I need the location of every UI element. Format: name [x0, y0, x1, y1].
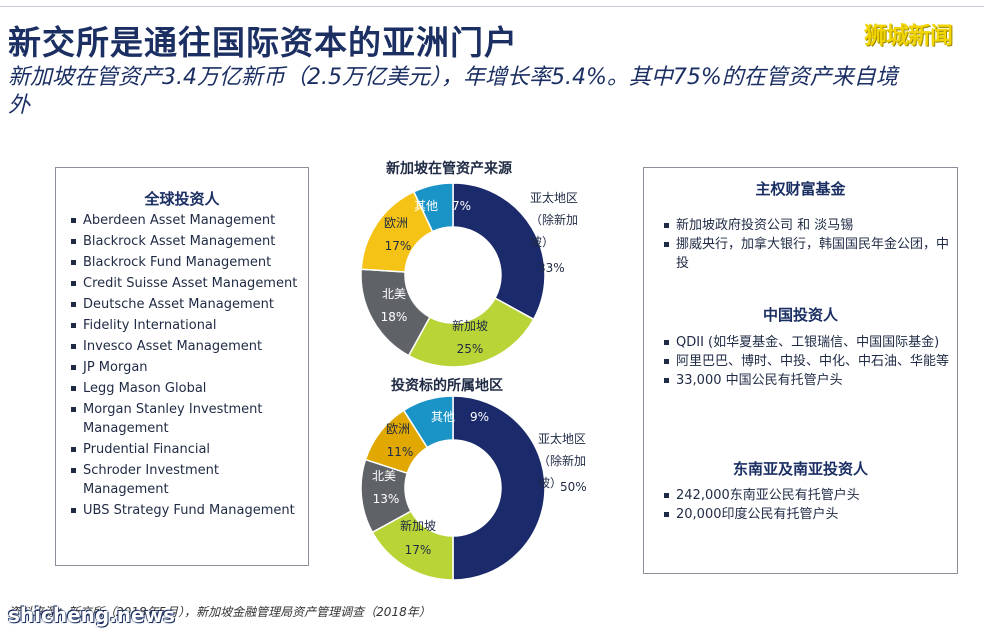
slice-label: 欧洲 [386, 422, 410, 436]
slice-value-label: 17% [385, 239, 412, 253]
slice-label: 新加坡 [452, 318, 488, 333]
southeast-asia-investors-heading: 东南亚及南亚投资人 [732, 460, 868, 478]
slice-label: 欧洲 [384, 216, 408, 230]
list-item: QDII (如华夏基金、工银瑞信、中国国际基金) [662, 333, 952, 352]
list-item: Deutsche Asset Management [69, 295, 301, 314]
list-item: 20,000印度公民有托管户头 [662, 505, 952, 524]
aum-source-donut-chart: 亚太地区（除新加坡） 33% 新加坡 25% 北美 18% 欧洲 17% 其他 7% [360, 182, 578, 368]
list-item: Fidelity International [69, 316, 301, 335]
slice-label: 新加坡 [400, 518, 436, 533]
slice-value-label: 25% [457, 342, 484, 356]
list-item: Invesco Asset Management [69, 337, 301, 356]
slice-value-label: 17% [405, 543, 432, 557]
list-item: 挪威央行，加拿大银行，韩国国民年金公团，中投 [662, 235, 952, 273]
slice-label: 亚太地区（除新加坡） [530, 190, 578, 249]
slice-value-label: 33% [538, 261, 565, 275]
southeast-asia-investors-list: 242,000东南亚公民有托管户头 20,000印度公民有托管户头 [662, 486, 952, 524]
donut-slice [452, 182, 546, 321]
donut-slice [452, 395, 546, 581]
donut-slice [402, 395, 454, 449]
slice-label: 北美 [382, 287, 406, 301]
list-item: Blackrock Fund Management [69, 253, 301, 272]
slice-label: 其他 [414, 199, 438, 213]
source-note: 资料来源：新交所（2018年5月），新加坡金融管理局资产管理调查（2018年） [8, 605, 431, 619]
china-investors-heading: 中国投资人 [762, 306, 838, 324]
slice-label: 其他 [431, 410, 455, 424]
global-investors-list: Aberdeen Asset Management Blackrock Asset… [69, 211, 301, 522]
list-item: Blackrock Asset Management [69, 232, 301, 251]
sovereign-funds-list: 新加坡政府投资公司 和 淡马锡 挪威央行，加拿大银行，韩国国民年金公团，中投 [662, 216, 952, 273]
slice-value-label: 9% [470, 410, 489, 424]
list-item: Prudential Financial [69, 440, 301, 459]
global-investors-heading: 全球投资人 [144, 190, 220, 208]
china-investors-list: QDII (如华夏基金、工银瑞信、中国国际基金) 阿里巴巴、博时、中投、中化、中… [662, 333, 952, 390]
list-item: Schroder Investment Management [69, 461, 301, 499]
page-subtitle: 新加坡在管资产3.4万亿新币（2.5万亿美元），年增长率5.4%。其中75%的在… [8, 65, 898, 118]
slice-value-label: 18% [381, 310, 408, 324]
slice-label: 北美 [372, 469, 396, 483]
site-watermark: shicheng.news [8, 603, 175, 627]
slice-value-label: 11% [387, 445, 414, 459]
slice-label: 亚太地区（除新加坡） [538, 431, 586, 490]
page-title: 新交所是通往国际资本的亚洲门户 [8, 23, 518, 62]
list-item: 新加坡政府投资公司 和 淡马锡 [662, 216, 952, 235]
slice-value-label: 13% [373, 492, 400, 506]
top-rule [0, 6, 984, 7]
list-item: 阿里巴巴、博时、中投、中化、中石油、华能等 [662, 352, 952, 371]
global-investors-panel: 全球投资人 Aberdeen Asset Management Blackrock… [55, 167, 309, 566]
donut-slice [412, 182, 454, 233]
list-item: 242,000东南亚公民有托管户头 [662, 486, 952, 505]
list-item: Morgan Stanley Investment Management [69, 400, 301, 438]
list-item: Aberdeen Asset Management [69, 211, 301, 230]
chart1-title: 新加坡在管资产来源 [386, 161, 512, 177]
list-item: Credit Suisse Asset Management [69, 274, 301, 293]
list-item: UBS Strategy Fund Management [69, 501, 301, 520]
chart2-title: 投资标的所属地区 [391, 378, 503, 394]
other-investors-panel: 主权财富基金 新加坡政府投资公司 和 淡马锡 挪威央行，加拿大银行，韩国国民年金… [643, 167, 958, 574]
list-item: JP Morgan [69, 358, 301, 377]
list-item: 33,000 中国公民有托管户头 [662, 371, 952, 390]
sovereign-funds-heading: 主权财富基金 [755, 180, 846, 198]
brand-watermark: 狮城新闻 [864, 23, 953, 49]
donut-slice [407, 297, 535, 368]
list-item: Legg Mason Global [69, 379, 301, 398]
slice-value-label: 50% [560, 480, 587, 494]
investment-target-donut-chart: 亚太地区（除新加坡）50% 新加坡 17% 北美 13% 欧洲 11% 其他 9% [360, 395, 587, 581]
slice-value-label: 7% [452, 199, 471, 213]
